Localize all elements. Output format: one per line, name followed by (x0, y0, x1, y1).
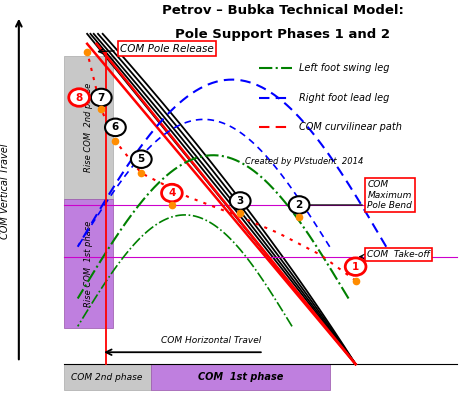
Text: 2: 2 (295, 200, 303, 210)
Circle shape (289, 196, 309, 214)
Text: COM  1st phase: COM 1st phase (197, 372, 283, 382)
Text: COM curvilinear path: COM curvilinear path (299, 122, 402, 133)
Text: COM 2nd phase: COM 2nd phase (72, 373, 143, 382)
Text: 1: 1 (352, 261, 359, 272)
Circle shape (230, 192, 251, 210)
Circle shape (345, 258, 366, 275)
Text: Rise COM  1st phase: Rise COM 1st phase (84, 220, 93, 307)
Text: COM  Take-off: COM Take-off (367, 250, 430, 259)
Text: Pole Support Phases 1 and 2: Pole Support Phases 1 and 2 (175, 28, 390, 41)
Bar (64, 199, 113, 328)
Text: COM Vertical Travel: COM Vertical Travel (0, 143, 10, 239)
Circle shape (105, 119, 126, 136)
Text: Rise COM  2nd phase: Rise COM 2nd phase (84, 83, 93, 172)
Bar (151, 364, 330, 390)
Text: 5: 5 (138, 154, 145, 164)
Text: 4: 4 (168, 188, 176, 198)
Text: COM Horizontal Travel: COM Horizontal Travel (161, 336, 261, 345)
Text: 3: 3 (236, 196, 244, 206)
Bar (64, 364, 151, 390)
Circle shape (162, 184, 182, 202)
Text: Left foot swing leg: Left foot swing leg (299, 62, 390, 73)
Text: 8: 8 (75, 92, 83, 103)
Text: 7: 7 (97, 92, 105, 103)
Text: COM
Maximum
Pole Bend: COM Maximum Pole Bend (367, 180, 412, 210)
Bar (64, 56, 113, 199)
Circle shape (69, 89, 89, 106)
Circle shape (131, 150, 152, 168)
Text: Created by PVstudent  2014: Created by PVstudent 2014 (245, 157, 363, 166)
Text: Right foot lead leg: Right foot lead leg (299, 92, 390, 103)
Text: Petrov – Bubka Technical Model:: Petrov – Bubka Technical Model: (162, 4, 404, 17)
Circle shape (91, 89, 112, 106)
Text: 6: 6 (112, 122, 119, 133)
Text: COM Pole Release: COM Pole Release (98, 44, 214, 54)
